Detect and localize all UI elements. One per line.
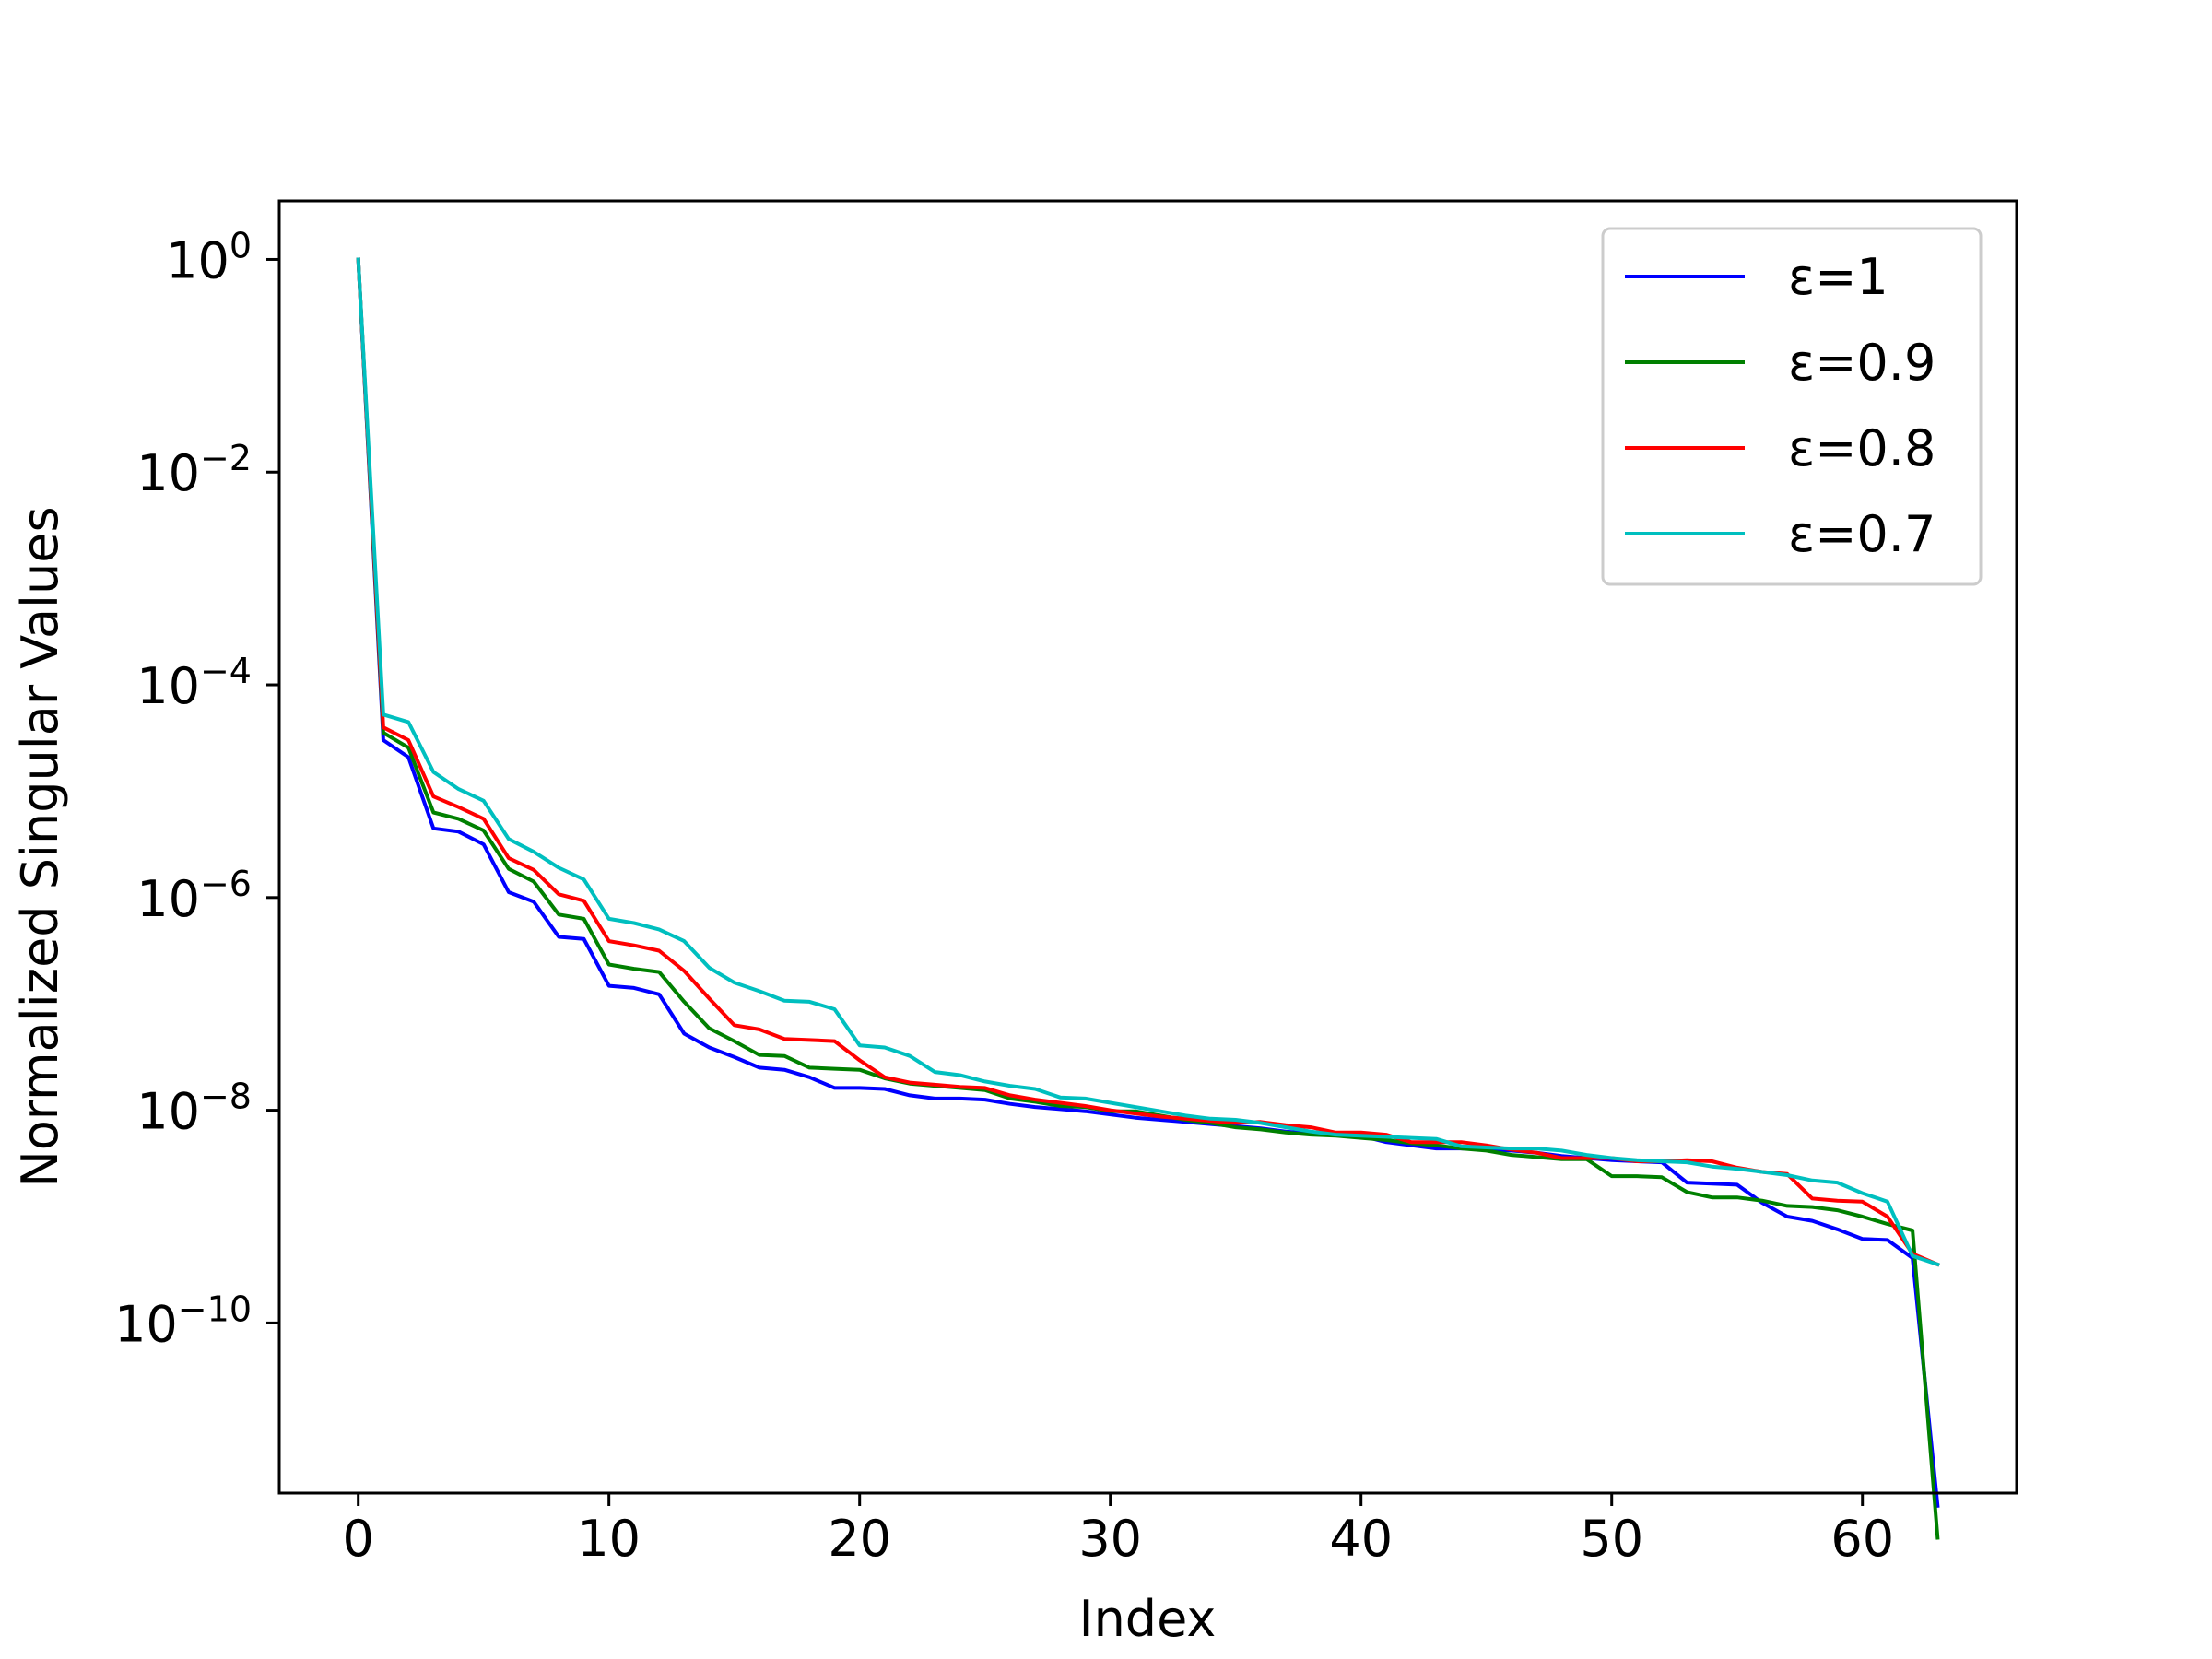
legend-label-2: ε=0.8 <box>1788 419 1936 477</box>
x-tick-label: 60 <box>1830 1510 1894 1568</box>
y-tick-label: 10−6 <box>136 864 252 928</box>
series-line-3 <box>356 257 1940 1267</box>
series-layer <box>356 257 1940 1540</box>
y-tick-label: 10−8 <box>136 1077 252 1141</box>
series-line-0 <box>356 257 1940 1508</box>
legend-label-0: ε=1 <box>1788 248 1888 306</box>
x-tick-label: 20 <box>828 1510 891 1568</box>
legend: ε=1 ε=0.9 ε=0.8 ε=0.7 <box>1601 227 1983 586</box>
legend-label-3: ε=0.7 <box>1788 505 1936 563</box>
x-axis: 0 10 20 30 40 50 60 <box>343 1493 1894 1568</box>
legend-label-1: ε=0.9 <box>1788 334 1936 392</box>
y-tick-label: 100 <box>166 225 252 289</box>
y-tick-label: 10−4 <box>136 651 252 715</box>
y-tick-label: 10−10 <box>114 1288 252 1353</box>
plot-frame <box>277 199 2018 1495</box>
x-tick-label: 40 <box>1329 1510 1393 1568</box>
y-axis: 100 10−2 10−4 10−6 10−8 10−10 <box>114 225 279 1353</box>
x-tick-label: 0 <box>343 1510 374 1568</box>
x-tick-label: 50 <box>1580 1510 1643 1568</box>
y-axis-title: Normalized Singular Values <box>11 506 69 1187</box>
x-tick-label: 10 <box>577 1510 641 1568</box>
x-tick-label: 30 <box>1078 1510 1142 1568</box>
y-tick-label: 10−2 <box>136 438 252 502</box>
x-axis-title: Index <box>1079 1590 1217 1648</box>
legend-box <box>1601 227 1983 586</box>
